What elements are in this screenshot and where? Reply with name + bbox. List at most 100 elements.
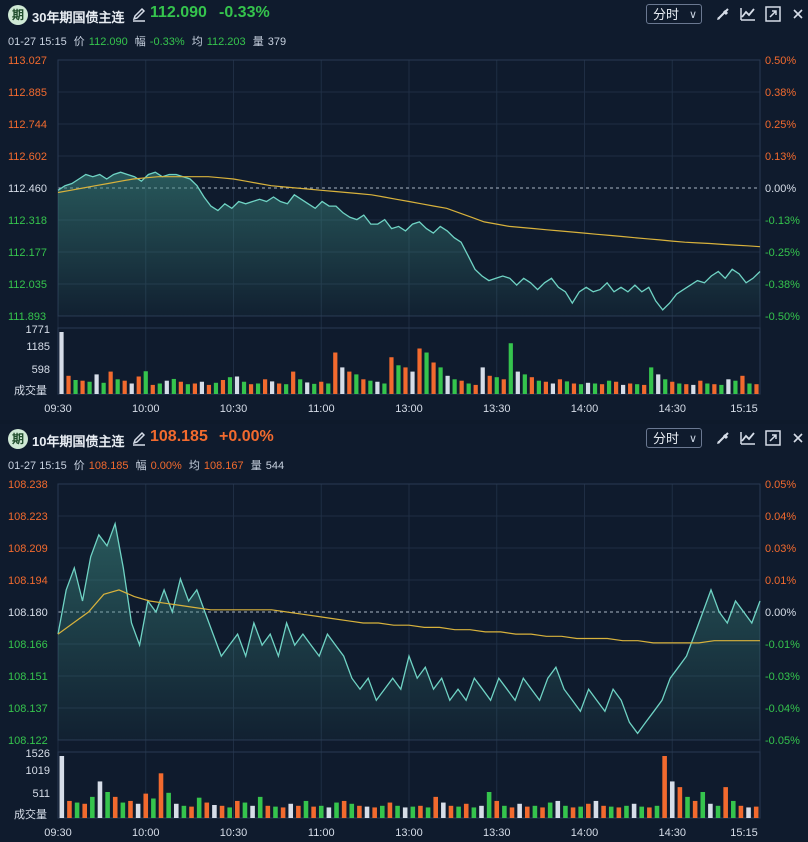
indicator-icon[interactable] xyxy=(739,5,757,23)
volume-bar xyxy=(654,805,660,818)
volume-bar xyxy=(403,367,408,394)
volume-axis-label: 成交量 xyxy=(14,383,47,397)
volume-bar xyxy=(334,802,339,818)
volume-bar xyxy=(700,791,706,818)
volume-bar xyxy=(509,807,515,818)
volume-bar xyxy=(639,806,645,818)
volume-bar xyxy=(747,383,752,394)
y-tick-label: 108.151 xyxy=(8,671,48,683)
volume-bar xyxy=(80,380,85,394)
volume-bar xyxy=(248,384,254,394)
close-icon[interactable] xyxy=(789,429,807,447)
y-tick-label: 112.885 xyxy=(8,87,47,99)
volume-bar xyxy=(522,374,527,394)
volume-bar xyxy=(726,379,731,394)
y-pct-label: 0.05% xyxy=(765,479,796,491)
x-tick-label: 14:00 xyxy=(571,827,599,839)
chart-panel-30y: 期 30年期国债主连 112.090 -0.33% 分时 ∨ 01-27 15:1… xyxy=(0,0,808,420)
x-tick-label: 13:30 xyxy=(483,827,511,839)
volume-bar xyxy=(382,383,387,394)
volume-bar xyxy=(578,384,584,394)
volume-tick-label: 1019 xyxy=(26,765,50,777)
draw-tool-icon[interactable] xyxy=(714,429,732,447)
change-percent: -0.33% xyxy=(219,4,270,21)
volume-bar xyxy=(585,382,591,394)
volume-bar xyxy=(753,806,759,818)
info-date: 01-27 15:15 xyxy=(8,36,67,48)
edit-icon[interactable] xyxy=(132,6,146,22)
volume-bar xyxy=(181,805,187,818)
x-tick-label: 14:30 xyxy=(658,403,686,415)
volume-bar xyxy=(677,787,683,818)
volume-bar xyxy=(354,374,359,394)
intraday-chart[interactable]: 09:30 10:00 10:30 11:00 13:00 13:30 14:00 14:30… xyxy=(0,424,808,842)
volume-bar xyxy=(740,375,745,394)
volume-bar xyxy=(395,805,400,818)
info-avg: 112.203 xyxy=(206,36,246,48)
avg-line xyxy=(57,176,761,248)
y-tick-label: 108.223 xyxy=(8,511,48,523)
volume-bar xyxy=(387,802,393,818)
y-pct-label: 0.01% xyxy=(765,575,796,587)
volume-bar xyxy=(698,380,703,394)
volume-bar xyxy=(87,381,92,394)
volume-bar xyxy=(557,379,563,394)
change-percent: +0.00% xyxy=(219,428,274,445)
volume-bar xyxy=(204,802,210,818)
volume-bar xyxy=(494,800,500,818)
instrument-title[interactable]: 30年期国债主连 xyxy=(32,10,125,25)
maximize-icon[interactable] xyxy=(764,5,782,23)
x-tick-label: 10:30 xyxy=(220,403,248,415)
volume-tick-label: 1185 xyxy=(26,341,50,353)
volume-bar xyxy=(361,379,366,394)
maximize-icon[interactable] xyxy=(764,429,782,447)
price-info-bar: 01-27 15:15 价 108.185 幅 0.00% 均 108.167 量 54… xyxy=(8,457,288,473)
volume-bar xyxy=(635,384,640,394)
volume-bar xyxy=(480,367,485,394)
volume-bar xyxy=(270,381,275,394)
volume-bar xyxy=(746,807,751,818)
volume-bar xyxy=(291,371,296,394)
volume-bar xyxy=(333,352,338,394)
intraday-chart[interactable]: 09:30 10:00 10:30 11:00 13:00 13:30 14:00 14:30… xyxy=(0,0,808,420)
period-select[interactable]: 分时 ∨ xyxy=(646,428,702,448)
last-price: 112.090 xyxy=(150,4,207,21)
volume-bar xyxy=(122,380,127,394)
period-select[interactable]: 分时 ∨ xyxy=(646,4,702,24)
volume-bar xyxy=(624,805,629,818)
volume-tick-label: 1771 xyxy=(26,324,50,336)
volume-bar xyxy=(691,384,696,394)
indicator-icon[interactable] xyxy=(739,429,757,447)
volume-bar xyxy=(424,352,429,394)
volume-bar xyxy=(471,807,477,818)
volume-bar xyxy=(705,383,710,394)
y-pct-label: 0.13% xyxy=(765,151,796,163)
volume-bar xyxy=(129,383,134,394)
x-tick-label: 15:15 xyxy=(730,827,758,839)
x-tick-label: 13:00 xyxy=(395,403,423,415)
volume-bar xyxy=(143,371,148,394)
info-price: 112.090 xyxy=(88,36,128,48)
y-pct-label: 0.03% xyxy=(765,543,796,555)
volume-bar xyxy=(396,365,401,394)
y-tick-label: 108.166 xyxy=(8,639,48,651)
y-tick-label: 108.137 xyxy=(8,703,48,715)
info-avg-label: 均 xyxy=(191,36,203,48)
volume-bar xyxy=(298,379,303,394)
volume-bar xyxy=(219,805,225,818)
volume-bar xyxy=(250,805,255,818)
volume-bar xyxy=(189,806,194,818)
avg-line xyxy=(57,589,760,644)
volume-bar xyxy=(326,807,332,818)
volume-bar xyxy=(529,377,534,394)
close-icon[interactable] xyxy=(789,5,807,23)
y-tick-label: 112.744 xyxy=(8,119,47,131)
draw-tool-icon[interactable] xyxy=(714,5,732,23)
edit-icon[interactable] xyxy=(132,430,146,446)
y-tick-label: 112.177 xyxy=(8,247,47,259)
instrument-title[interactable]: 10年期国债主连 xyxy=(32,434,125,449)
volume-bar xyxy=(616,807,622,818)
panel-header: 期 30年期国债主连 112.090 -0.33% 分时 ∨ xyxy=(0,0,808,30)
volume-bar xyxy=(262,379,268,394)
info-amp: -0.33% xyxy=(149,36,185,48)
